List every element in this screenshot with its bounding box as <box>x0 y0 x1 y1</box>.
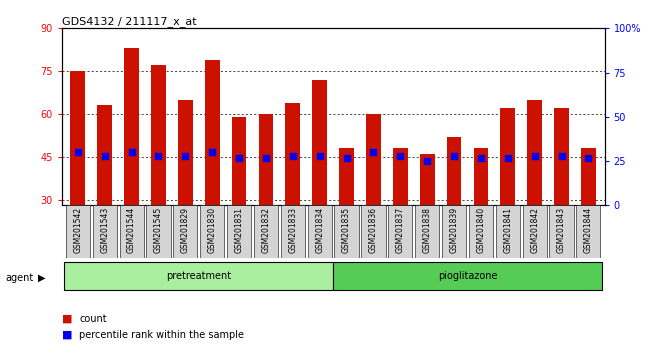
Bar <box>259 114 274 285</box>
FancyBboxPatch shape <box>120 205 144 258</box>
Point <box>449 153 460 159</box>
FancyBboxPatch shape <box>254 205 278 258</box>
Point <box>287 153 298 159</box>
FancyBboxPatch shape <box>307 205 332 258</box>
Bar <box>473 148 488 285</box>
Point <box>153 153 164 159</box>
Text: pretreatment: pretreatment <box>166 271 231 281</box>
Point <box>422 158 432 164</box>
FancyBboxPatch shape <box>281 205 305 258</box>
Point <box>73 149 83 155</box>
Bar <box>178 100 193 285</box>
Text: percentile rank within the sample: percentile rank within the sample <box>79 330 244 339</box>
Text: GSM201544: GSM201544 <box>127 207 136 253</box>
Bar <box>285 103 300 285</box>
Bar <box>312 80 327 285</box>
Text: GSM201842: GSM201842 <box>530 207 539 253</box>
FancyBboxPatch shape <box>200 205 224 258</box>
Point <box>180 153 190 159</box>
FancyBboxPatch shape <box>174 205 198 258</box>
Text: GSM201829: GSM201829 <box>181 207 190 253</box>
Bar <box>205 60 220 285</box>
Text: GSM201834: GSM201834 <box>315 207 324 253</box>
Text: GSM201833: GSM201833 <box>289 207 297 253</box>
Point <box>315 153 325 159</box>
Bar <box>527 100 542 285</box>
FancyBboxPatch shape <box>442 205 466 258</box>
Text: GDS4132 / 211117_x_at: GDS4132 / 211117_x_at <box>62 16 196 27</box>
Text: GSM201839: GSM201839 <box>450 207 458 253</box>
Bar <box>339 148 354 285</box>
Point <box>556 153 567 159</box>
Bar <box>98 105 112 285</box>
FancyBboxPatch shape <box>333 262 602 290</box>
Text: GSM201840: GSM201840 <box>476 207 486 253</box>
Text: GSM201836: GSM201836 <box>369 207 378 253</box>
Point <box>341 155 352 160</box>
FancyBboxPatch shape <box>415 205 439 258</box>
Text: ▶: ▶ <box>38 273 46 283</box>
FancyBboxPatch shape <box>523 205 547 258</box>
FancyBboxPatch shape <box>549 205 573 258</box>
FancyBboxPatch shape <box>388 205 412 258</box>
Bar <box>420 154 435 285</box>
Bar <box>366 114 381 285</box>
Text: GSM201830: GSM201830 <box>208 207 216 253</box>
Text: pioglitazone: pioglitazone <box>437 271 497 281</box>
Bar <box>554 108 569 285</box>
FancyBboxPatch shape <box>64 262 333 290</box>
Text: agent: agent <box>5 273 33 283</box>
Bar <box>447 137 461 285</box>
Text: GSM201542: GSM201542 <box>73 207 83 253</box>
FancyBboxPatch shape <box>66 205 90 258</box>
Bar <box>124 48 139 285</box>
Point <box>99 153 110 159</box>
Bar <box>500 108 515 285</box>
Text: ■: ■ <box>62 330 72 339</box>
Text: GSM201838: GSM201838 <box>422 207 432 253</box>
FancyBboxPatch shape <box>361 205 385 258</box>
Point <box>234 155 244 160</box>
FancyBboxPatch shape <box>577 205 601 258</box>
Point <box>126 149 136 155</box>
Bar <box>70 71 85 285</box>
Text: GSM201831: GSM201831 <box>235 207 244 253</box>
Point <box>395 153 406 159</box>
Point <box>530 153 540 159</box>
FancyBboxPatch shape <box>93 205 117 258</box>
FancyBboxPatch shape <box>469 205 493 258</box>
Text: GSM201843: GSM201843 <box>557 207 566 253</box>
Text: GSM201837: GSM201837 <box>396 207 405 253</box>
Text: count: count <box>79 314 107 324</box>
Bar <box>581 148 596 285</box>
FancyBboxPatch shape <box>496 205 520 258</box>
Point <box>502 155 513 160</box>
FancyBboxPatch shape <box>146 205 170 258</box>
Text: GSM201543: GSM201543 <box>100 207 109 253</box>
Bar <box>231 117 246 285</box>
Text: GSM201545: GSM201545 <box>154 207 163 253</box>
Text: GSM201844: GSM201844 <box>584 207 593 253</box>
Text: ■: ■ <box>62 314 72 324</box>
Bar <box>393 148 408 285</box>
Point <box>369 149 379 155</box>
FancyBboxPatch shape <box>335 205 359 258</box>
Point <box>207 149 217 155</box>
Text: GSM201832: GSM201832 <box>261 207 270 253</box>
Text: GSM201835: GSM201835 <box>342 207 351 253</box>
Text: GSM201841: GSM201841 <box>503 207 512 253</box>
FancyBboxPatch shape <box>227 205 251 258</box>
Point <box>583 155 593 160</box>
Point <box>476 155 486 160</box>
Bar <box>151 65 166 285</box>
Point <box>261 155 271 160</box>
